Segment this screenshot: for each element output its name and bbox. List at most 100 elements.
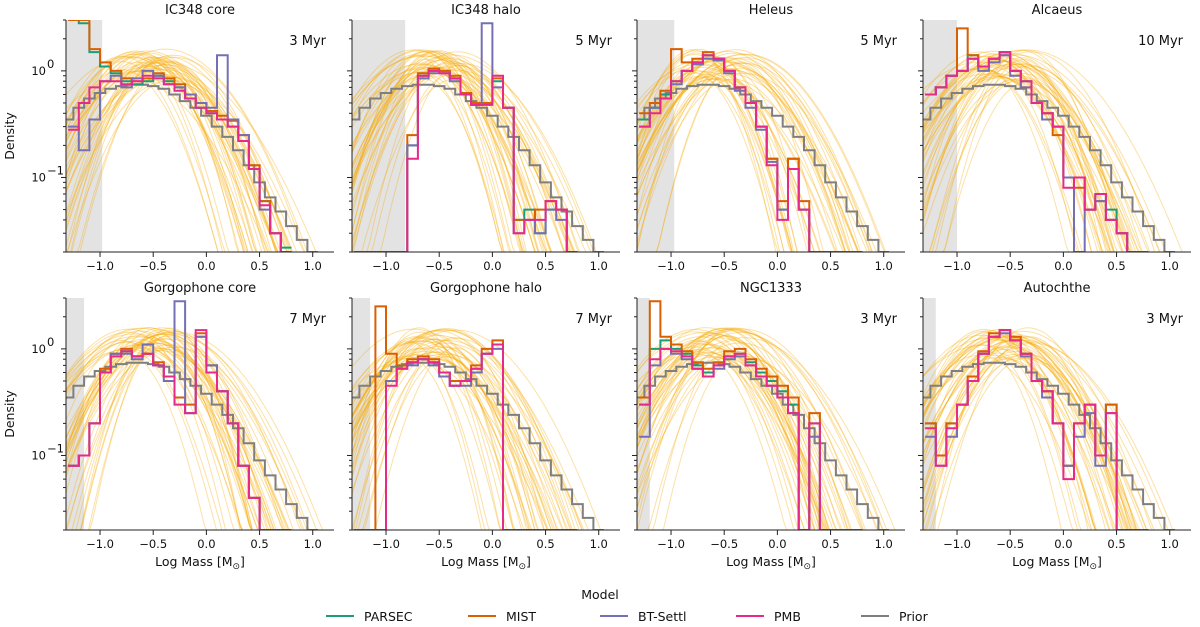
posterior-curve [89, 327, 253, 530]
posterior-curve [352, 55, 566, 252]
posterior-curve [352, 62, 525, 252]
posterior-curve [923, 333, 1164, 530]
legend-label: BT-Settl [638, 609, 686, 624]
panel-5: −1.0 −0.5 0.0 0.5 1.0 Gorgophone halo 7 Myr Log… [347, 281, 620, 572]
posterior-curve [637, 62, 851, 252]
posterior-curve [923, 339, 1132, 530]
x-tick-label: 0.5 [250, 259, 268, 273]
posterior-curve [352, 329, 580, 530]
y-tick-label: 10 [31, 448, 46, 462]
excluded-mass-region [923, 298, 936, 530]
posterior-curve [66, 56, 290, 252]
y-axis-label: Density [2, 390, 17, 438]
posterior-curve [352, 331, 508, 530]
posterior-curve [352, 50, 544, 252]
legend-item-prior: Prior [861, 609, 929, 624]
series-prior [66, 83, 318, 252]
x-tick-label: 0.5 [536, 537, 554, 551]
posterior-curve [637, 77, 793, 252]
posterior-curve [66, 75, 305, 252]
panel-2: −1.0 −0.5 0.0 0.5 1.0 Heleus 5 Myr [632, 3, 905, 273]
posterior-curve [923, 66, 1079, 252]
posterior-curve [923, 353, 1134, 530]
posterior-curve [637, 67, 850, 252]
posterior-curve [923, 60, 1093, 252]
x-axis-label: Log Mass [M⊙] [441, 554, 531, 572]
y-tick-exponent: −1 [47, 441, 64, 455]
posterior-curve [923, 331, 1098, 530]
plot-area [637, 300, 896, 530]
posterior-curve [661, 356, 814, 530]
posterior-curve [66, 342, 262, 530]
posterior-curve [352, 337, 523, 530]
legend-label: MIST [506, 609, 536, 624]
x-tick-label: 0.5 [821, 537, 839, 551]
legend-item-pmb: PMB [736, 609, 801, 624]
posterior-curve [637, 68, 860, 252]
posterior-curve [923, 63, 1128, 252]
posterior-curve [923, 339, 1111, 530]
posterior-curve [934, 57, 1109, 252]
x-tick-label: −0.5 [996, 537, 1024, 551]
panel-1: −1.0 −0.5 0.0 0.5 1.0 IC348 halo 5 Myr [347, 3, 620, 273]
posterior-curve [370, 75, 526, 252]
posterior-curve [923, 330, 1096, 530]
legend-label: Prior [899, 609, 929, 624]
posterior-curve [923, 78, 1135, 252]
posterior-curve [66, 55, 278, 252]
posterior-curve [66, 339, 223, 530]
x-tick-label: −1.0 [657, 537, 685, 551]
posterior-curve [923, 337, 1155, 530]
posterior-curve [66, 347, 274, 530]
posterior-curve [352, 55, 576, 252]
posterior-curve [637, 355, 864, 530]
posterior-curve [352, 340, 486, 530]
posterior-curve [352, 355, 536, 530]
plot-area [637, 48, 889, 252]
posterior-curve [637, 57, 859, 252]
posterior-samples [66, 327, 324, 530]
x-tick-label: 0.5 [250, 537, 268, 551]
posterior-curve [637, 354, 879, 530]
posterior-curve [637, 337, 896, 530]
posterior-curve [923, 60, 1132, 252]
x-tick-label: 1.0 [590, 259, 608, 273]
posterior-curve [66, 333, 266, 530]
posterior-curve [923, 73, 1123, 252]
posterior-curve [66, 336, 290, 530]
posterior-curve [352, 66, 575, 252]
posterior-curve [637, 58, 855, 252]
x-tick-label: −1.0 [657, 259, 685, 273]
posterior-curve [923, 344, 1074, 530]
series-prior [637, 361, 889, 530]
posterior-curve [352, 64, 536, 252]
posterior-curve [66, 344, 294, 530]
posterior-curve [637, 61, 847, 252]
posterior-curve [66, 67, 298, 252]
x-tick-label: 0.0 [1054, 537, 1072, 551]
posterior-curve [352, 72, 573, 252]
posterior-curve [942, 80, 1114, 252]
posterior-curve [931, 72, 1115, 252]
posterior-curve [923, 341, 1129, 530]
y-tick-exponent: 0 [47, 335, 54, 349]
x-tick-label: 1.0 [1161, 259, 1179, 273]
posterior-curve [637, 73, 785, 252]
x-tick-label: −0.5 [139, 259, 167, 273]
posterior-curve [66, 327, 275, 530]
x-tick-label: 0.0 [1054, 259, 1072, 273]
x-tick-label: 0.0 [483, 259, 501, 273]
posterior-curve [637, 331, 878, 530]
series-pmb [68, 74, 292, 252]
posterior-curve [352, 68, 552, 252]
posterior-curve [352, 337, 515, 530]
posterior-curve [923, 59, 1113, 252]
panel-3: −1.0 −0.5 0.0 0.5 1.0 Alcaeus 10 Myr [918, 3, 1191, 273]
series-pmb [354, 69, 578, 252]
excluded-mass-region [352, 298, 371, 530]
posterior-curve [923, 72, 1115, 252]
panel-title: Gorgophone core [144, 281, 256, 296]
posterior-curve [66, 64, 272, 252]
posterior-curve [66, 57, 258, 252]
posterior-curve [352, 328, 556, 530]
